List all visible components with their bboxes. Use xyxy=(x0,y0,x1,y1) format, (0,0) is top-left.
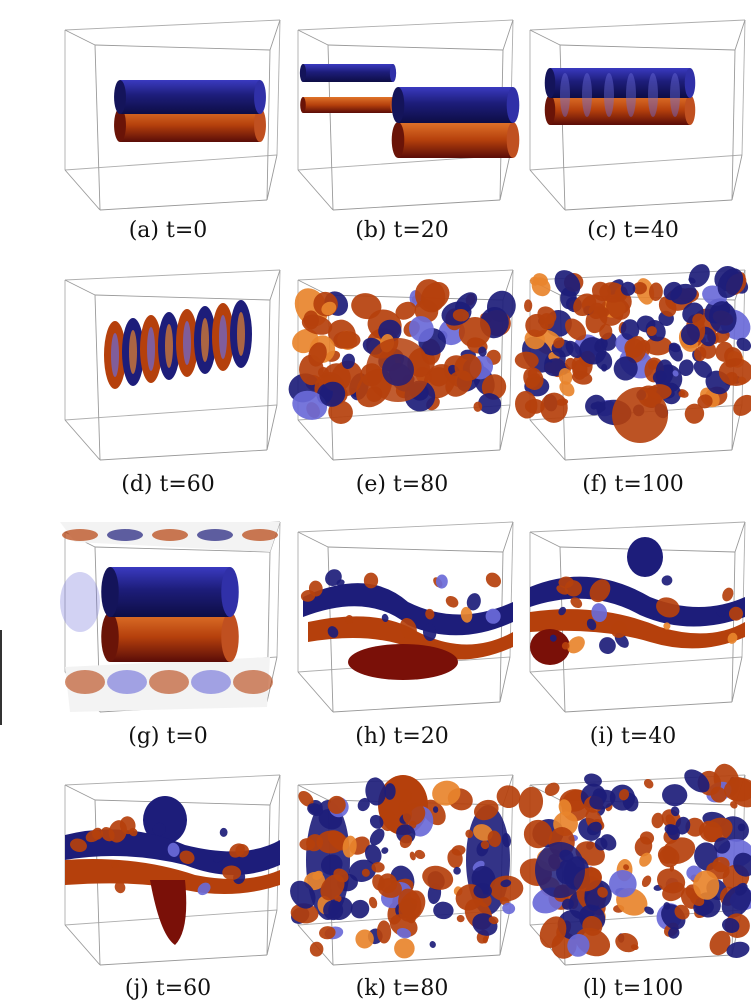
panel-caption: (k) t=80 xyxy=(355,976,449,1001)
simulation-render xyxy=(288,269,516,461)
red-vortex-tube xyxy=(391,122,520,158)
panel-j xyxy=(55,760,285,970)
panel-caption: (g) t=0 xyxy=(128,724,208,749)
panel-caption: (i) t=40 xyxy=(589,724,677,749)
simulation-render xyxy=(297,19,520,211)
vortex-structures xyxy=(70,816,250,896)
panel-f xyxy=(514,255,751,465)
scale-bar xyxy=(0,630,2,725)
simulation-render xyxy=(518,763,751,966)
simulation-render xyxy=(529,19,746,211)
panel-caption: (c) t=40 xyxy=(587,218,679,243)
panel-caption: (h) t=20 xyxy=(355,724,449,749)
panel-k xyxy=(288,760,524,970)
simulation-render xyxy=(514,264,751,461)
panel-h xyxy=(288,507,518,717)
panel-caption: (d) t=60 xyxy=(121,472,215,497)
simulation-render xyxy=(529,521,746,713)
red-vortex-tube xyxy=(101,612,239,662)
panel-i xyxy=(520,507,750,717)
blue-vortex-tube xyxy=(544,68,696,98)
panel-caption: (a) t=0 xyxy=(128,218,208,243)
simulation-render xyxy=(60,521,281,713)
panel-caption: (l) t=100 xyxy=(582,976,684,1001)
panel-a xyxy=(55,5,285,215)
panel-c xyxy=(520,5,750,215)
vortex-structures xyxy=(549,575,743,654)
simulation-render xyxy=(290,774,524,966)
blue-vortex-tube xyxy=(299,64,397,82)
blue-vortex-tube xyxy=(391,87,520,123)
simulation-render xyxy=(64,774,281,966)
panel-caption: (e) t=80 xyxy=(355,472,449,497)
panel-d xyxy=(55,255,285,465)
panel-caption: (f) t=100 xyxy=(582,472,684,497)
vortex-structures xyxy=(514,264,751,426)
panel-b xyxy=(288,5,520,215)
blue-vortex-tube xyxy=(101,567,239,617)
red-vortex-tube xyxy=(544,95,696,125)
simulation-render xyxy=(297,521,514,713)
simulation-render xyxy=(64,19,281,211)
panel-l xyxy=(518,760,751,970)
simulation-render xyxy=(64,269,281,461)
blue-vortex-tube xyxy=(114,80,266,114)
vortex-structures xyxy=(300,569,501,641)
panel-g xyxy=(55,507,285,717)
panel-caption: (b) t=20 xyxy=(355,218,449,243)
red-vortex-tube xyxy=(300,97,396,113)
vortex-structures xyxy=(290,777,524,959)
panel-caption: (j) t=60 xyxy=(124,976,212,1001)
panel-e xyxy=(288,255,518,465)
